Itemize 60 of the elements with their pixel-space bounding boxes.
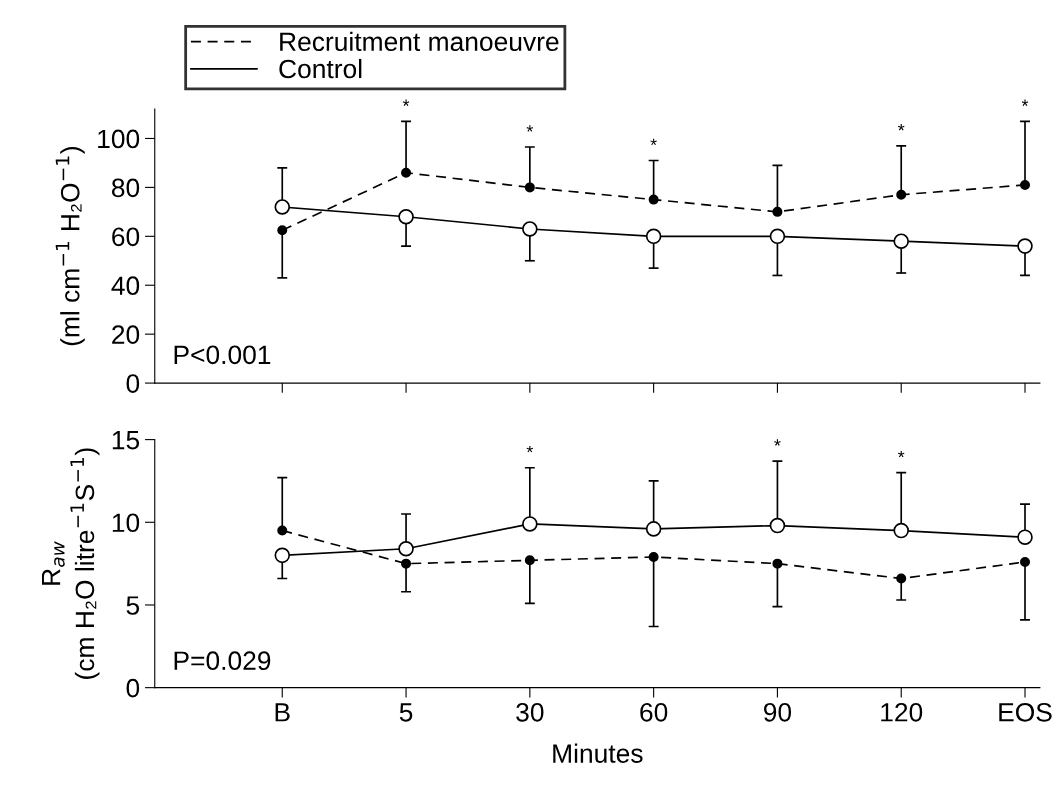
- y-tick-label: 0: [126, 678, 140, 698]
- point: [893, 522, 909, 539]
- point: [772, 558, 783, 569]
- annotation: *: [1021, 99, 1029, 106]
- point: [274, 547, 291, 564]
- point: [277, 225, 288, 236]
- point: [524, 555, 535, 566]
- point: [522, 516, 538, 532]
- point: [274, 199, 291, 215]
- legend-label: Control: [279, 58, 362, 79]
- point: [1020, 179, 1031, 190]
- y-tick-label: 5: [126, 596, 140, 615]
- y-tick-label: 15: [112, 431, 140, 450]
- annotation: *: [526, 445, 534, 453]
- point: [769, 228, 786, 245]
- x-tick-label: 120: [881, 702, 923, 722]
- point: [398, 208, 414, 225]
- point: [648, 194, 659, 205]
- point: [1020, 556, 1031, 567]
- point: [401, 558, 412, 569]
- point: [522, 221, 538, 237]
- y-tick-label: 100: [98, 129, 140, 149]
- x-tick-label: EOS: [999, 702, 1052, 722]
- y-tick-label: 60: [112, 227, 140, 247]
- y-tick-label: 10: [112, 513, 140, 533]
- y-tick-label: 80: [111, 178, 140, 198]
- point: [648, 552, 659, 563]
- y-axis-title: (ml cm$^{−1}$ H₂O$^{−1}$): [55, 147, 85, 346]
- x-tick-label: 60: [640, 702, 668, 722]
- annotation: *: [774, 439, 781, 446]
- y-tick-label: 20: [112, 325, 140, 344]
- y-tick-label: 0: [126, 374, 140, 393]
- annotation: *: [526, 125, 534, 132]
- point: [896, 573, 907, 584]
- x-axis-title: Minutes: [553, 743, 643, 763]
- x-tick-label: 30: [516, 702, 544, 722]
- point: [645, 228, 662, 245]
- point: [524, 182, 535, 193]
- point: [772, 206, 783, 217]
- annotation: *: [650, 138, 657, 146]
- annotation: P=0.029: [174, 651, 271, 671]
- point: [277, 525, 288, 536]
- annotation: *: [402, 99, 410, 106]
- point: [893, 233, 909, 249]
- annotation: *: [897, 124, 905, 131]
- point: [401, 167, 412, 178]
- point: [896, 189, 907, 200]
- x-tick-label: 90: [763, 702, 792, 722]
- point: [1017, 529, 1033, 545]
- x-tick-label: 5: [399, 703, 413, 722]
- y-axis-title: R$_{aw}$ (cm H₂O litre$^{−1}$S$^{−1}$): [41, 448, 100, 679]
- annotation: P<0.001: [174, 345, 271, 365]
- point: [645, 521, 662, 537]
- point: [769, 517, 786, 534]
- point: [398, 540, 414, 557]
- y-tick-label: 40: [111, 276, 140, 296]
- legend-label: Recruitment manoeuvre: [280, 31, 559, 52]
- annotation: *: [897, 450, 905, 458]
- point: [1017, 238, 1033, 254]
- x-tick-label: B: [275, 703, 290, 722]
